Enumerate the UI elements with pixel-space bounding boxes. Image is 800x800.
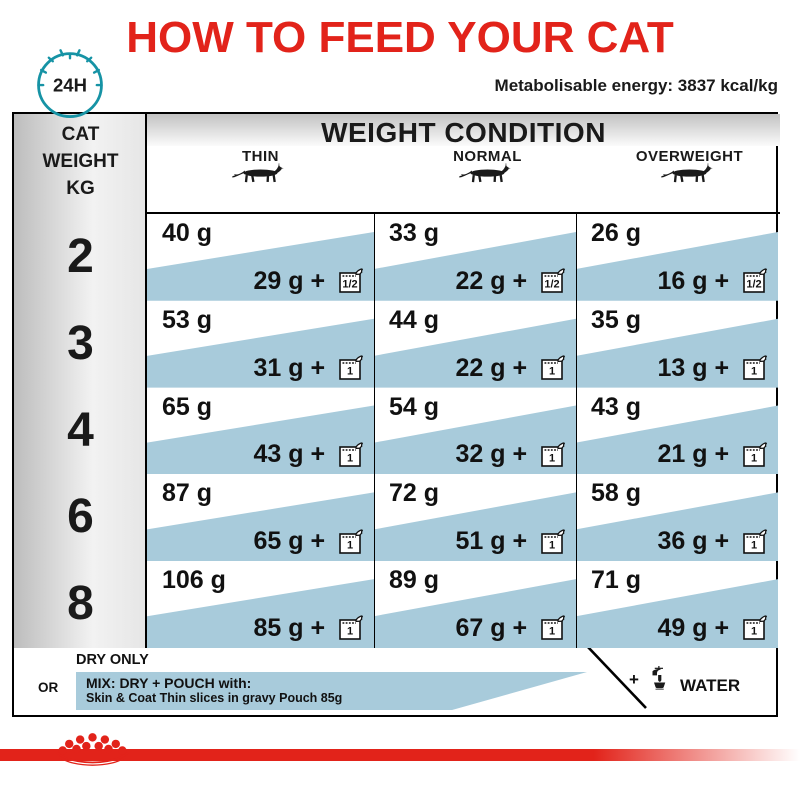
- svg-text:1: 1: [347, 626, 353, 638]
- svg-text:24H: 24H: [53, 75, 87, 96]
- svg-text:1/2: 1/2: [342, 279, 357, 291]
- svg-text:1: 1: [549, 626, 555, 638]
- svg-text:1: 1: [751, 539, 757, 551]
- svg-text:1: 1: [347, 366, 353, 378]
- svg-text:1/2: 1/2: [746, 279, 761, 291]
- svg-text:1: 1: [751, 626, 757, 638]
- svg-text:1: 1: [751, 452, 757, 464]
- svg-text:1: 1: [549, 452, 555, 464]
- svg-text:1: 1: [347, 539, 353, 551]
- svg-text:1/2: 1/2: [544, 279, 559, 291]
- svg-text:1: 1: [347, 452, 353, 464]
- svg-text:1: 1: [751, 366, 757, 378]
- svg-text:1: 1: [549, 366, 555, 378]
- svg-text:1: 1: [549, 539, 555, 551]
